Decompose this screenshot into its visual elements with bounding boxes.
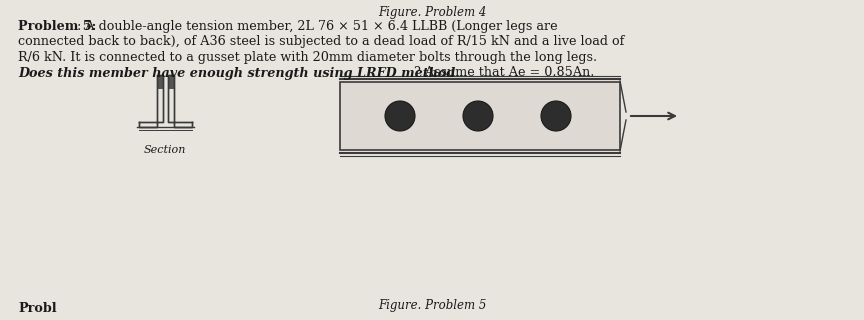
Text: Does this member have enough strength using LRFD method: Does this member have enough strength us…: [18, 67, 455, 79]
Text: R/6 kN. It is connected to a gusset plate with 20mm diameter bolts through the l: R/6 kN. It is connected to a gusset plat…: [18, 51, 597, 64]
Bar: [340, 82, 620, 150]
Text: ? Assume that Ae = 0.85An.: ? Assume that Ae = 0.85An.: [414, 67, 594, 79]
Text: Figure. Problem 5: Figure. Problem 5: [378, 299, 486, 312]
Text: Section: Section: [143, 145, 186, 155]
Circle shape: [541, 101, 571, 131]
Text: Figure. Problem 4: Figure. Problem 4: [378, 6, 486, 19]
Bar: [156, 75, 162, 89]
Text: Problem 5:: Problem 5:: [18, 20, 96, 33]
Text: : A double-angle tension member, 2L 76 × 51 × 6.4 LLBB (Longer legs are: : A double-angle tension member, 2L 76 ×…: [77, 20, 557, 33]
Text: Probl: Probl: [18, 302, 57, 315]
Circle shape: [385, 101, 415, 131]
Circle shape: [463, 101, 493, 131]
Text: connected back to back), of A36 steel is subjected to a dead load of R/15 kN and: connected back to back), of A36 steel is…: [18, 36, 625, 49]
Bar: [168, 75, 174, 89]
